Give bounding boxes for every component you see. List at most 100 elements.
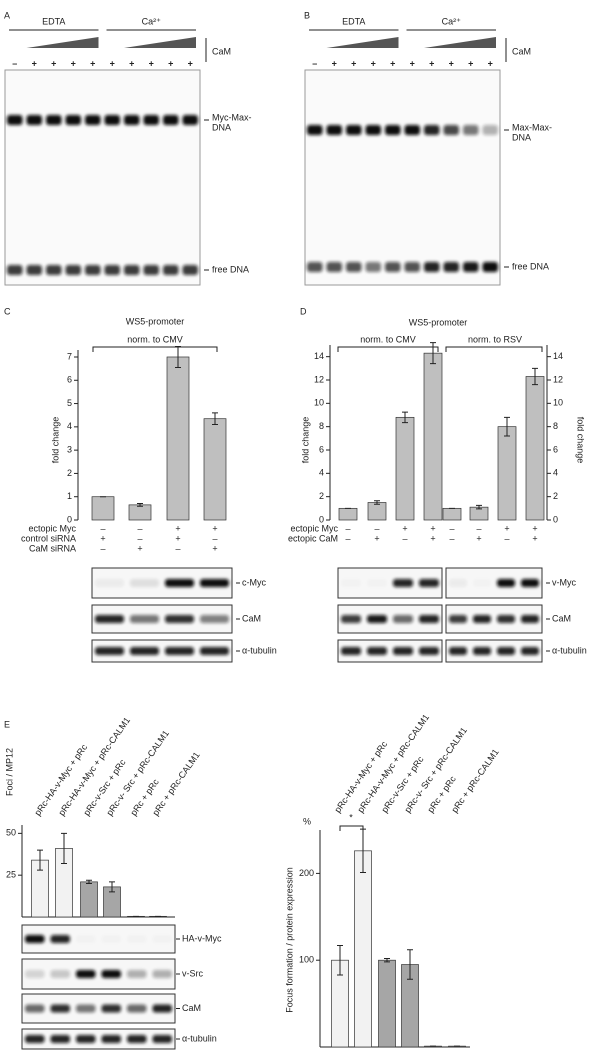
blot-band [200, 647, 229, 655]
significance-bracket [339, 825, 364, 831]
condition-sign: + [212, 543, 217, 553]
condition-sign: + [476, 533, 481, 543]
bar [128, 504, 152, 521]
blot-band [76, 970, 96, 978]
band [424, 125, 440, 135]
blot-label: α-tubulin [552, 645, 587, 655]
lane-sign: + [71, 58, 76, 68]
blot-band [521, 579, 539, 587]
band [482, 125, 498, 135]
y2-tick-label: 6 [553, 444, 558, 454]
y-tick-label: 6 [319, 444, 324, 454]
blot-band [152, 970, 172, 978]
y-label: fold change [50, 417, 60, 464]
error-bar [430, 342, 436, 365]
bar [423, 352, 443, 521]
group-label: Ca²⁺ [142, 16, 162, 26]
condition-sign: + [532, 523, 537, 533]
blot [91, 639, 233, 663]
band [143, 115, 159, 125]
blot-band [367, 579, 387, 587]
y-label: Focus formation / protein expression [284, 867, 294, 1013]
ramp-label: CaM [212, 46, 231, 56]
y-tick-label: 1 [67, 491, 72, 501]
blot-band [165, 615, 194, 623]
lane-sign: + [188, 58, 193, 68]
blot-label: α-tubulin [242, 645, 277, 655]
bar [367, 502, 387, 521]
group-label: EDTA [42, 16, 65, 26]
y-tick-label: 12 [314, 374, 324, 384]
blot-label: CaM [182, 1003, 201, 1013]
band [385, 125, 401, 135]
band [404, 125, 420, 135]
error-bar [61, 832, 67, 864]
band [443, 125, 459, 135]
blot-band [130, 579, 159, 587]
series-label: norm. to CMV [360, 334, 416, 344]
blot-label: CaM [552, 613, 571, 623]
band [463, 262, 479, 272]
band [163, 265, 179, 275]
condition-sign: – [402, 533, 407, 543]
y2-tick-label: 14 [553, 351, 563, 361]
band [463, 125, 479, 135]
y-tick-label: 2 [319, 491, 324, 501]
lane-sign: + [149, 58, 154, 68]
band [365, 262, 381, 272]
y-tick-label: 2 [67, 468, 72, 478]
gel [304, 69, 501, 286]
blot-band [449, 579, 467, 587]
blot-band [130, 647, 159, 655]
lane-sign: + [32, 58, 37, 68]
band-label: Myc-Max- [212, 112, 252, 122]
lane-sign: + [332, 58, 337, 68]
blot-band [76, 1004, 96, 1013]
error-bar [384, 957, 390, 963]
blot-band [101, 1035, 121, 1043]
band [346, 125, 362, 135]
ramp [424, 37, 496, 48]
blot-band [497, 579, 515, 587]
blot-band [127, 970, 147, 978]
chart-subtitle: norm. to CMV [127, 334, 183, 344]
error-bar [337, 944, 343, 976]
error-bar [212, 412, 218, 426]
blot-band [419, 647, 439, 655]
error-bar [402, 411, 408, 424]
blot-band [152, 1004, 172, 1013]
y-tick-label: 6 [67, 375, 72, 385]
lane-sign: + [488, 58, 493, 68]
bar [378, 959, 396, 1048]
error-bar [37, 849, 43, 871]
blot-band [95, 615, 124, 623]
lane-sign: + [390, 58, 395, 68]
blot-band [25, 1004, 45, 1013]
blot-band [152, 1035, 172, 1043]
condition-sign: + [212, 523, 217, 533]
y-tick-label: 0 [319, 514, 324, 524]
lane-sign: + [410, 58, 415, 68]
blot-band [341, 647, 361, 655]
y2-tick-label: 8 [553, 421, 558, 431]
blot-band [393, 579, 413, 587]
bracket [92, 346, 218, 352]
lane-sign: – [312, 58, 317, 68]
condition-sign: – [449, 533, 454, 543]
lane-sign: + [468, 58, 473, 68]
panel-letter: C [4, 306, 11, 316]
band [385, 262, 401, 272]
condition-sign: + [137, 543, 142, 553]
blot-band [130, 615, 159, 623]
y-tick-label: 7 [67, 351, 72, 361]
band [307, 262, 323, 272]
y-tick-label: 4 [67, 421, 72, 431]
band-label: DNA [512, 132, 531, 142]
bar [203, 418, 227, 521]
error-bar [476, 504, 482, 510]
panel-letter: D [300, 306, 307, 316]
blot-band [367, 647, 387, 655]
band [85, 265, 101, 275]
blot-band [341, 579, 361, 587]
blot-band [127, 1035, 147, 1043]
